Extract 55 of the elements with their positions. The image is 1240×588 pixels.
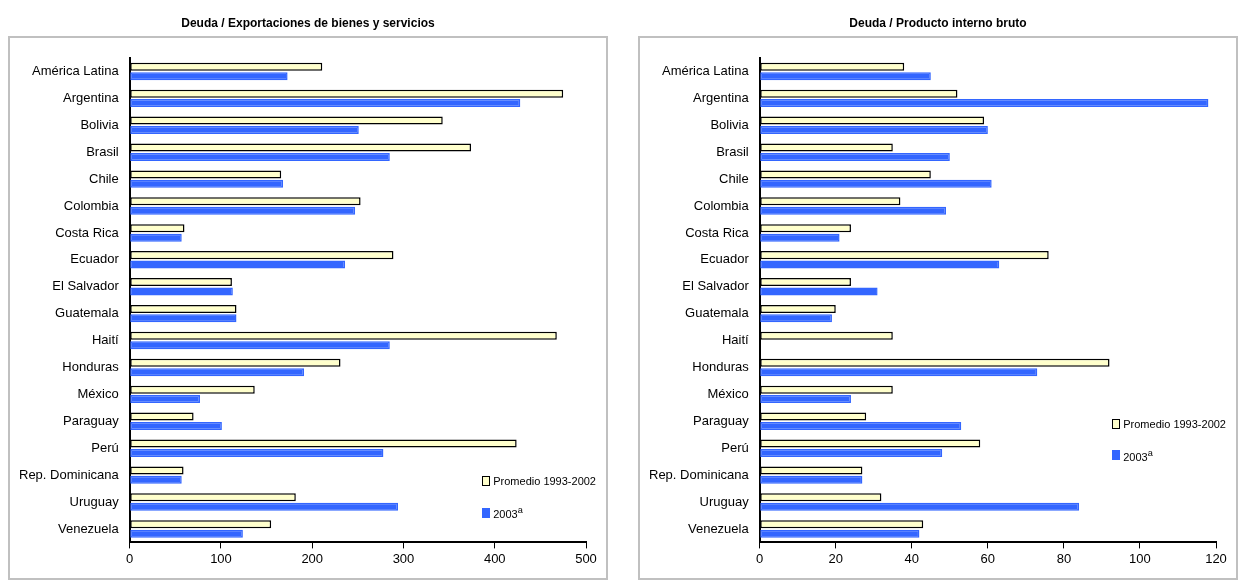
y-tick-label: Perú: [91, 439, 119, 455]
x-tick-label: 40: [904, 550, 920, 566]
legend-label: Promedio 1993-2002: [1123, 418, 1226, 430]
y-tick-label: Ecuador: [70, 251, 120, 267]
y-tick-label: Paraguay: [63, 412, 120, 428]
x-tick-label: 300: [392, 550, 415, 566]
y-tick-label: Venezuela: [57, 520, 120, 536]
y-tick-label: Venezuela: [687, 520, 750, 536]
y-tick-label: Uruguay: [69, 493, 120, 509]
x-tick-label: 100: [210, 550, 232, 566]
chart-title: Deuda / Producto interno bruto: [848, 15, 1028, 32]
y-tick-label: Guatemala: [685, 305, 750, 321]
x-tick-label: 0: [126, 550, 134, 566]
y-tick-label: Rep. Dominicana: [19, 466, 120, 482]
y-tick-label: El Salvador: [52, 278, 120, 294]
y-tick-label: Bolivia: [710, 116, 750, 132]
y-tick-label: Haití: [721, 332, 750, 348]
x-tick-label: 0: [756, 550, 764, 566]
y-tick-label: Costa Rica: [55, 224, 120, 240]
x-tick-label: 100: [1129, 550, 1151, 566]
x-tick-label: 60: [980, 550, 996, 566]
y-tick-label: Brasil: [716, 143, 749, 159]
y-tick-label: México: [77, 385, 119, 401]
y-tick-label: Perú: [721, 439, 749, 455]
y-tick-label: Chile: [89, 170, 119, 186]
y-tick-label: Argentina: [693, 89, 750, 105]
y-tick-label: Uruguay: [699, 493, 750, 509]
y-tick-label: México: [707, 385, 749, 401]
x-tick-label: 80: [1056, 550, 1072, 566]
y-tick-label: Brasil: [86, 143, 119, 159]
x-tick-label: 500: [575, 550, 597, 566]
legend-label: 2003$^{a}$: [493, 505, 523, 520]
legend-label: 2003$^{a}$: [1123, 448, 1153, 463]
y-tick-label: Paraguay: [693, 412, 750, 428]
x-tick-label: 120: [1205, 550, 1227, 566]
x-tick-label: 400: [483, 550, 506, 566]
y-tick-label: América Latina: [32, 63, 120, 79]
y-tick-label: El Salvador: [682, 278, 750, 294]
legend-label: Promedio 1993-2002: [493, 475, 596, 488]
y-tick-label: Chile: [719, 170, 749, 186]
x-tick-label: 20: [828, 550, 843, 566]
x-tick-label: 200: [301, 550, 324, 566]
y-tick-label: Ecuador: [700, 251, 750, 267]
y-tick-label: Haití: [91, 332, 120, 348]
y-tick-label: Guatemala: [55, 305, 120, 321]
y-tick-label: Colombia: [693, 197, 750, 213]
y-tick-label: Honduras: [62, 359, 120, 375]
y-tick-label: Colombia: [63, 197, 120, 213]
y-tick-label: Honduras: [692, 359, 750, 375]
y-tick-label: Argentina: [63, 89, 120, 105]
y-tick-label: Bolivia: [80, 116, 120, 132]
y-tick-label: América Latina: [662, 63, 750, 79]
y-tick-label: Costa Rica: [685, 224, 750, 240]
y-tick-label: Rep. Dominicana: [649, 466, 750, 482]
chart-title: Deuda / Exportaciones de bienes y servicios: [180, 15, 436, 32]
